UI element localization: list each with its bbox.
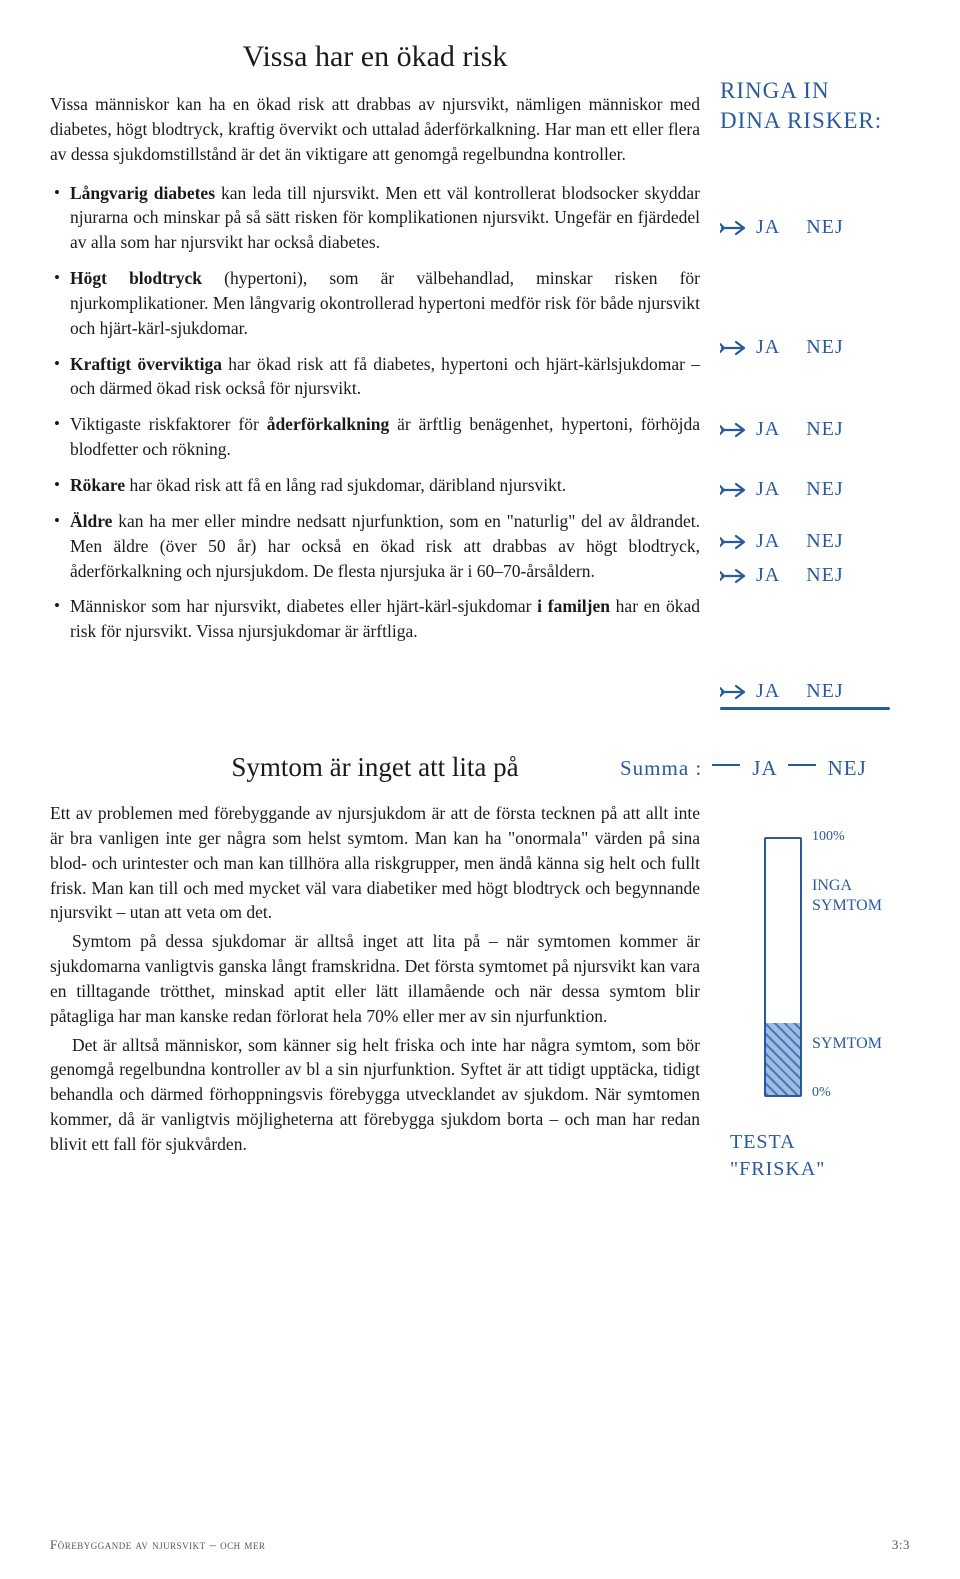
risk-lead: Långvarig diabetes [70,183,215,203]
arrow-icon [720,568,748,584]
summa-label: Summa : [620,756,702,781]
summa-row: Summa : JA NEJ [620,756,910,781]
margin-chart-area: 100% 0% INGA SYMTOM SYMTOM Testa "friska… [720,801,910,1183]
risk-lead-pre: Viktigaste riskfaktorer för [70,414,267,434]
symptom-para-1: Ett av problemen med förebyggande av nju… [50,801,700,925]
chart-bar-outline [764,837,802,1097]
risk-lead-pre: Människor som har njursvikt, diabetes el… [70,596,537,616]
chart-bar-fill [766,1023,800,1095]
chart-label-no-symptoms-l1: INGA [812,877,852,895]
nej-option[interactable]: NEJ [806,216,843,239]
risk-lead: i familjen [537,596,610,616]
nej-option[interactable]: NEJ [806,336,843,359]
ja-option[interactable]: JA [756,564,780,587]
risk-lead: Rökare [70,475,125,495]
ja-nej-row: JA NEJ [720,680,844,703]
risk-rest: kan ha mer eller mindre nedsatt njurfunk… [70,511,700,581]
ja-nej-row: JA NEJ [720,336,844,359]
margin-header: Ringa in dina risker: [720,76,882,136]
nej-option[interactable]: NEJ [806,564,843,587]
arrow-icon [720,534,748,550]
summa-nej: NEJ [828,756,867,781]
ja-option[interactable]: JA [756,216,780,239]
nej-option[interactable]: NEJ [806,478,843,501]
arrow-icon [720,684,748,700]
summa-ja: JA [752,756,777,781]
heading-symptoms: Symtom är inget att lita på [50,752,700,783]
risk-item: Långvarig diabetes kan leda till njursvi… [50,181,700,256]
nej-option[interactable]: NEJ [806,418,843,441]
footer-left: Förebyggande av njursvikt – och mer [50,1537,265,1553]
testa-annotation: Testa "friska" [730,1129,910,1183]
symptom-para-2: Symtom på dessa sjukdomar är alltså inge… [50,929,700,1028]
ja-nej-underline [720,707,890,710]
symptom-chart: 100% 0% INGA SYMTOM SYMTOM [764,837,884,1107]
arrow-icon [720,220,748,236]
risk-rest: har ökad risk att få en lång rad sjukdom… [125,475,566,495]
risk-item: Rökare har ökad risk att få en lång rad … [50,473,700,498]
risk-lead: åderförkalkning [267,414,390,434]
ja-option[interactable]: JA [756,478,780,501]
chart-label-0: 0% [812,1085,831,1101]
ja-nej-row: JA NEJ [720,564,844,587]
symptom-para-3: Det är alltså människor, som känner sig … [50,1033,700,1157]
risk-item: Kraftigt överviktiga har ökad risk att f… [50,352,700,402]
ja-nej-row: JA NEJ [720,530,844,553]
risk-item: Högt blodtryck (hypertoni), som är välbe… [50,266,700,341]
arrow-icon [720,422,748,438]
nej-option[interactable]: NEJ [806,530,843,553]
risk-lead: Kraftigt överviktiga [70,354,222,374]
heading-risk: Vissa har en ökad risk [50,40,700,74]
summa-blank-nej [788,764,816,766]
risk-item: Viktigaste riskfaktorer för åderförkalkn… [50,412,700,462]
chart-label-no-symptoms-l2: SYMTOM [812,897,882,915]
ja-option[interactable]: JA [756,680,780,703]
risk-lead: Äldre [70,511,112,531]
risk-item: Äldre kan ha mer eller mindre nedsatt nj… [50,509,700,584]
margin-annotations: Ringa in dina risker: JA NEJ JA NEJ JA NEJ JA N… [720,40,910,730]
chart-label-100: 100% [812,829,845,845]
arrow-icon [720,482,748,498]
ja-option[interactable]: JA [756,530,780,553]
ja-option[interactable]: JA [756,336,780,359]
ja-nej-row: JA NEJ [720,478,844,501]
footer-right: 3:3 [892,1537,910,1553]
risk-item: Människor som har njursvikt, diabetes el… [50,594,700,644]
chart-label-symptoms: SYMTOM [812,1035,882,1053]
arrow-icon [720,340,748,356]
nej-option[interactable]: NEJ [806,680,843,703]
ja-nej-row: JA NEJ [720,216,844,239]
summa-blank-ja [712,764,740,766]
risk-list: Långvarig diabetes kan leda till njursvi… [50,181,700,645]
ja-option[interactable]: JA [756,418,780,441]
page-footer: Förebyggande av njursvikt – och mer 3:3 [50,1537,910,1553]
risk-lead: Högt blodtryck [70,268,202,288]
ja-nej-row: JA NEJ [720,418,844,441]
intro-paragraph: Vissa människor kan ha en ökad risk att … [50,92,700,167]
